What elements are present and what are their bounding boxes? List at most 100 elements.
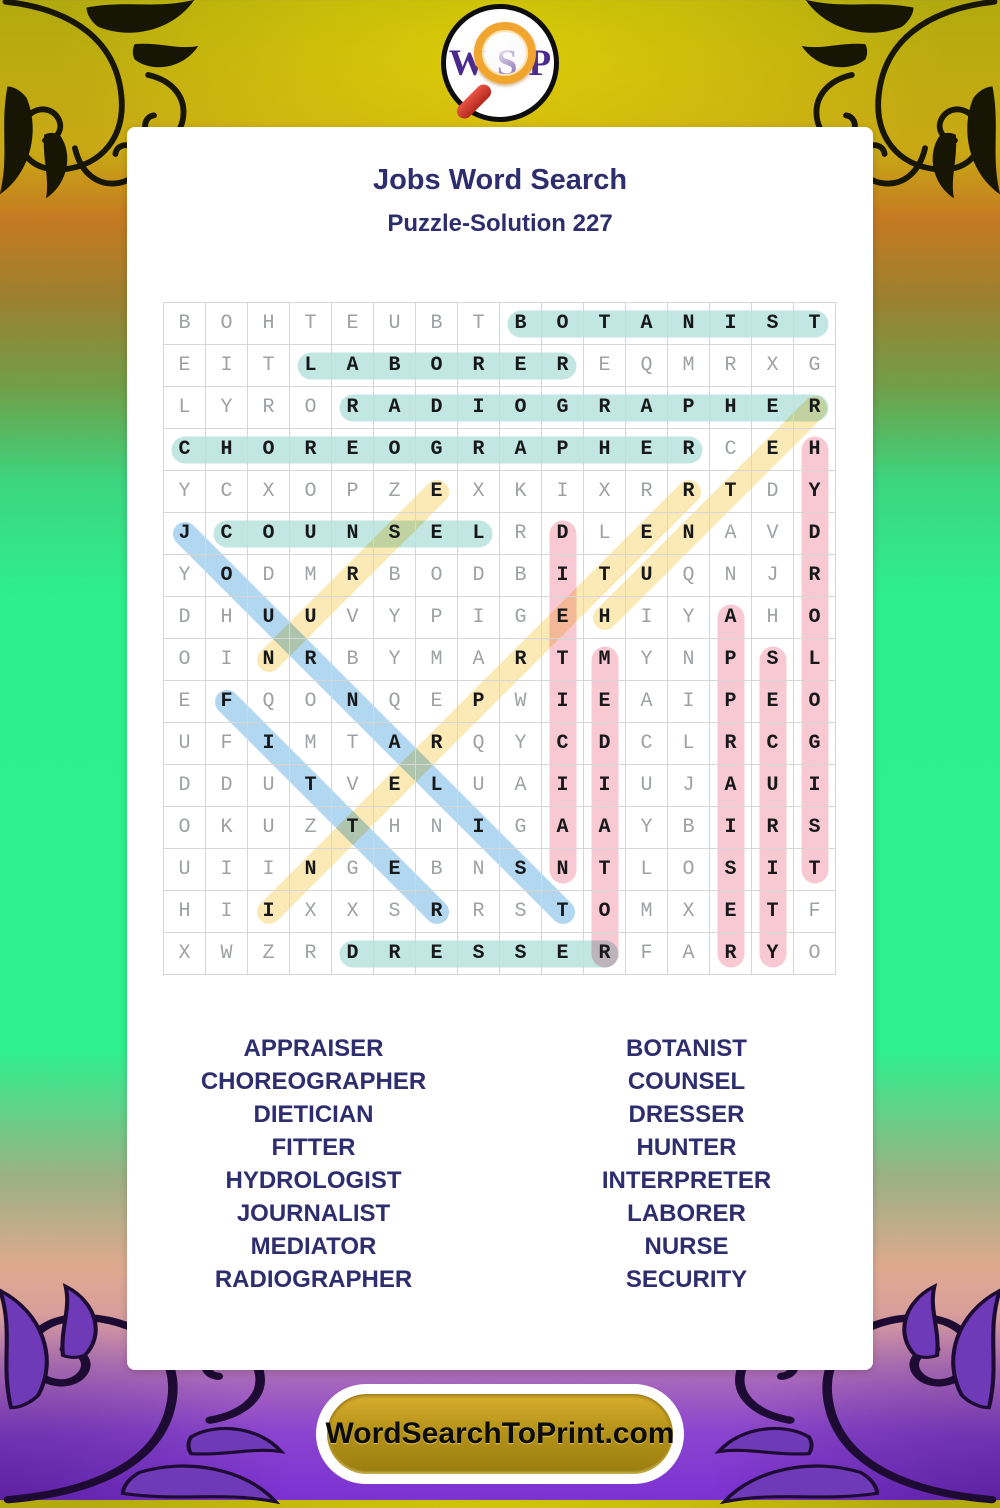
grid-cell: T (290, 303, 332, 345)
word-list-item: BOTANIST (626, 1035, 747, 1062)
grid-cell: U (626, 555, 668, 597)
site-logo: W S P (441, 4, 559, 122)
grid-cell: R (290, 639, 332, 681)
grid-cell: R (458, 429, 500, 471)
grid-cell: E (164, 681, 206, 723)
grid-cell: F (626, 933, 668, 975)
grid-cell: X (164, 933, 206, 975)
grid-cell: E (626, 429, 668, 471)
grid-cell: R (542, 345, 584, 387)
grid-cell: B (416, 303, 458, 345)
grid-cell: T (248, 345, 290, 387)
grid-cell: T (584, 849, 626, 891)
grid-cell: E (164, 345, 206, 387)
grid-cell: Q (626, 345, 668, 387)
grid-cell: T (584, 303, 626, 345)
grid-cell: B (374, 345, 416, 387)
page-title: Jobs Word Search (372, 164, 628, 196)
word-list-item: CHOREOGRAPHER (200, 1068, 427, 1095)
grid-cell: Q (374, 681, 416, 723)
grid-cell: A (626, 387, 668, 429)
grid-cell: A (332, 345, 374, 387)
grid-cell: R (332, 555, 374, 597)
grid-cell: I (206, 639, 248, 681)
grid-cell: D (332, 933, 374, 975)
grid-cell: I (710, 807, 752, 849)
grid-cell: A (626, 303, 668, 345)
grid-cell: B (332, 639, 374, 681)
grid-cell: P (542, 429, 584, 471)
grid-cell: T (710, 471, 752, 513)
grid-cell: E (542, 933, 584, 975)
grid-cell: A (374, 723, 416, 765)
grid-cell: R (710, 723, 752, 765)
page-subtitle: Puzzle-Solution 227 (387, 210, 613, 237)
grid-cell: H (164, 891, 206, 933)
grid-cell: E (500, 345, 542, 387)
grid-cell: O (500, 387, 542, 429)
grid-cell: S (752, 639, 794, 681)
grid-cell: Z (248, 933, 290, 975)
grid-cell: I (206, 345, 248, 387)
word-list-item: DRESSER (628, 1101, 745, 1128)
grid-cell: E (416, 681, 458, 723)
grid-cell: O (416, 555, 458, 597)
grid-cell: S (458, 933, 500, 975)
word-list-right-column: BOTANIST COUNSEL DRESSER HUNTER INTERPRETER L… (500, 1032, 873, 1296)
grid-cell: O (794, 597, 836, 639)
grid-cell: J (752, 555, 794, 597)
grid-cell: I (794, 765, 836, 807)
grid-cell: H (794, 429, 836, 471)
word-list: APPRAISER CHOREOGRAPHER DIETICIAN FITTER HYD… (127, 1032, 873, 1296)
grid-cell: B (500, 303, 542, 345)
grid-cell: P (710, 639, 752, 681)
grid-cell: T (794, 849, 836, 891)
grid-cell: B (500, 555, 542, 597)
grid-cell: I (584, 765, 626, 807)
grid-cell: H (206, 429, 248, 471)
grid-cell: I (206, 891, 248, 933)
grid-cell: B (374, 555, 416, 597)
grid-cell: E (752, 681, 794, 723)
website-link-button[interactable]: WordSearchToPrint.com (326, 1394, 674, 1474)
grid-cell: N (416, 807, 458, 849)
grid-cell: T (290, 765, 332, 807)
grid-cell: C (710, 429, 752, 471)
grid-cell: L (416, 765, 458, 807)
grid-cell: L (458, 513, 500, 555)
grid-cell: R (626, 471, 668, 513)
grid-cell: N (668, 639, 710, 681)
highlight-fitter (215, 690, 449, 924)
grid-cell: R (458, 891, 500, 933)
grid-cell: H (752, 597, 794, 639)
grid-cell: U (458, 765, 500, 807)
grid-cell: Y (752, 933, 794, 975)
grid-cell: R (500, 639, 542, 681)
highlight-nurse (257, 480, 449, 672)
grid-cell: R (794, 555, 836, 597)
grid-cell: E (416, 471, 458, 513)
grid-cell: R (332, 387, 374, 429)
grid-cell: D (164, 597, 206, 639)
grid-cell: R (794, 387, 836, 429)
grid-cell: V (332, 597, 374, 639)
grid-cell: D (206, 765, 248, 807)
grid-cell: U (248, 597, 290, 639)
grid-cell: C (626, 723, 668, 765)
grid-cell: A (584, 807, 626, 849)
grid-cell: F (794, 891, 836, 933)
grid-cell: T (332, 807, 374, 849)
grid-cell: A (668, 933, 710, 975)
grid-cell: X (248, 471, 290, 513)
word-list-item: COUNSEL (627, 1068, 746, 1095)
grid-cell: R (416, 723, 458, 765)
grid-cell: O (206, 555, 248, 597)
highlight-overlay (171, 310, 829, 968)
grid-cell: I (458, 597, 500, 639)
grid-cell: H (248, 303, 290, 345)
grid-cell: Z (290, 807, 332, 849)
grid-cell: F (206, 723, 248, 765)
word-list-item: HUNTER (636, 1134, 737, 1161)
grid-cell: Q (668, 555, 710, 597)
